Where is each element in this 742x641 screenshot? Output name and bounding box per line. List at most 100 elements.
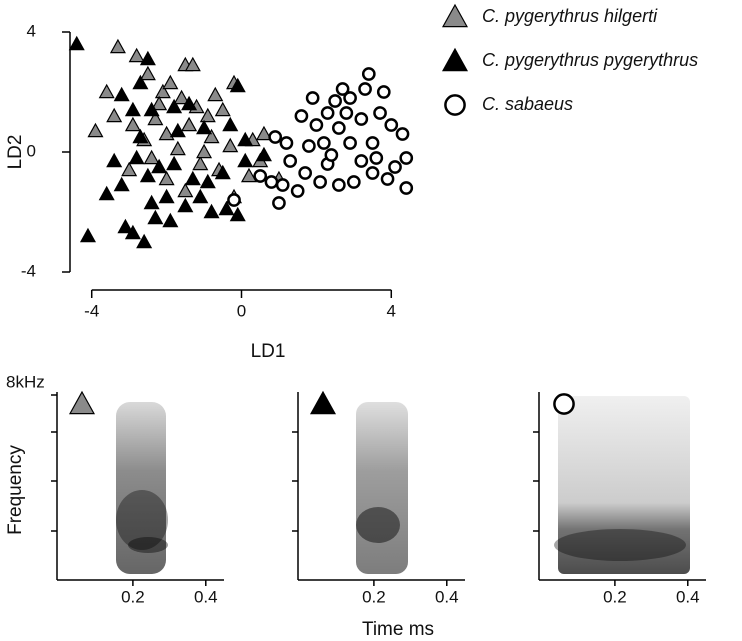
point <box>388 160 402 174</box>
point <box>361 67 376 81</box>
point <box>151 95 168 111</box>
point <box>139 50 156 66</box>
point <box>106 152 123 168</box>
point <box>222 116 239 132</box>
x-tick-label: 0.4 <box>676 587 700 606</box>
spectrogram-image <box>116 402 168 574</box>
point <box>203 203 220 219</box>
point <box>335 82 350 96</box>
point <box>229 77 246 93</box>
legend-label: C. sabaeus <box>482 94 573 114</box>
point <box>113 176 130 192</box>
point <box>237 131 254 147</box>
point <box>199 107 216 123</box>
point <box>169 122 186 138</box>
point <box>128 149 145 165</box>
point <box>237 152 254 168</box>
point <box>121 161 138 177</box>
point <box>272 196 286 210</box>
point <box>328 94 342 108</box>
x-tick-label: -4 <box>84 301 99 320</box>
point <box>354 112 369 126</box>
point <box>317 136 331 150</box>
point <box>305 91 320 105</box>
point <box>380 172 395 186</box>
y-tick-label: -4 <box>21 261 36 280</box>
point <box>207 86 224 102</box>
point <box>143 194 160 210</box>
point <box>151 158 168 174</box>
legend-marker <box>441 3 469 28</box>
point <box>166 98 183 114</box>
point <box>139 167 156 183</box>
point <box>87 122 104 138</box>
point <box>109 38 126 54</box>
point <box>192 155 209 171</box>
point <box>181 95 198 111</box>
point <box>294 109 309 123</box>
point <box>196 143 213 159</box>
x-tick-label: 0.4 <box>194 587 218 606</box>
x-axis-label: LD1 <box>251 341 286 362</box>
point <box>68 35 85 51</box>
legend-label: C. pygerythrus hilgerti <box>482 6 658 26</box>
species-icon <box>68 390 96 415</box>
species-icon <box>309 390 337 415</box>
point <box>203 128 220 144</box>
point <box>147 209 164 225</box>
point <box>298 166 313 180</box>
point <box>132 128 149 144</box>
point <box>365 136 380 150</box>
spectrogram-image <box>554 396 690 574</box>
legend-label: C. pygerythrus pygerythrus <box>482 50 698 70</box>
species-icon <box>553 393 575 415</box>
point <box>113 86 130 102</box>
point <box>98 83 115 99</box>
point <box>399 181 414 195</box>
point <box>320 106 335 120</box>
x-tick-label: 0.4 <box>435 587 459 606</box>
point <box>369 151 384 165</box>
point <box>229 206 246 222</box>
point <box>106 107 123 123</box>
point <box>343 136 357 150</box>
point <box>222 137 239 153</box>
point <box>302 139 316 153</box>
point <box>240 167 258 183</box>
point <box>162 212 179 228</box>
point <box>373 106 387 120</box>
y-tick-label: 8kHz <box>6 372 45 391</box>
point <box>214 164 231 180</box>
point <box>354 154 369 168</box>
point <box>283 154 298 168</box>
point <box>290 184 305 198</box>
point <box>124 224 141 240</box>
point <box>309 118 324 132</box>
point <box>177 197 194 213</box>
point <box>313 175 327 189</box>
point <box>132 74 149 90</box>
point <box>117 218 134 234</box>
point <box>147 110 164 126</box>
point <box>399 151 414 165</box>
point <box>158 170 175 186</box>
x-tick-label: 0 <box>237 301 246 320</box>
point <box>346 175 361 189</box>
point <box>128 47 145 63</box>
legend-marker <box>441 47 469 72</box>
point <box>181 116 198 132</box>
point <box>395 127 410 141</box>
x-tick-label: 0.2 <box>603 587 627 606</box>
point <box>124 116 141 132</box>
point <box>253 169 268 183</box>
spectrogram-image <box>356 402 408 574</box>
point <box>196 119 213 135</box>
x-axis-label: Time ms <box>362 619 434 640</box>
legend: C. pygerythrus hilgerti C. pygerythrus py… <box>441 3 698 116</box>
point <box>79 227 96 243</box>
point <box>139 65 156 81</box>
point <box>143 101 160 117</box>
point <box>173 89 190 105</box>
point <box>227 193 241 207</box>
